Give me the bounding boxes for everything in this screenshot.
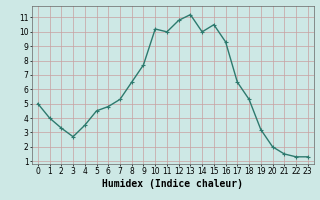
X-axis label: Humidex (Indice chaleur): Humidex (Indice chaleur) [102, 179, 243, 189]
